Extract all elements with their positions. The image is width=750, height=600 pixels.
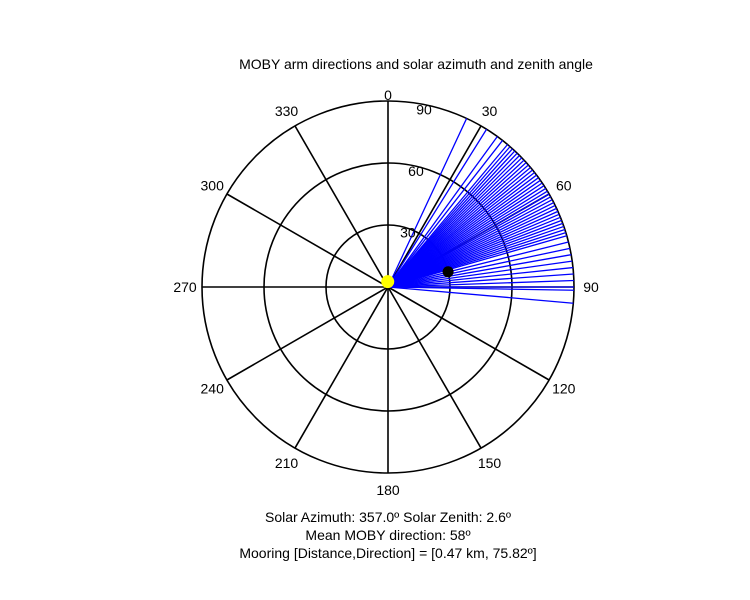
angle-label: 300 — [201, 178, 225, 194]
mooring-marker — [442, 266, 454, 278]
arm-line — [387, 260, 573, 288]
spoke-30 — [387, 125, 482, 288]
spoke-330 — [294, 125, 389, 288]
angle-label: 210 — [275, 455, 299, 471]
arm-line — [387, 266, 574, 288]
angle-label: 180 — [376, 482, 400, 498]
arm-line — [387, 136, 498, 288]
radial-tick-labels: 30 60 90 — [400, 102, 432, 241]
arm-lines — [387, 118, 574, 304]
arm-line — [387, 254, 572, 288]
angle-label: 60 — [556, 178, 572, 194]
spoke-210 — [294, 286, 389, 449]
arm-line — [387, 286, 574, 304]
sun-marker — [381, 275, 395, 289]
arm-line — [387, 128, 488, 288]
arm-line — [387, 247, 571, 288]
angle-label: 150 — [478, 455, 502, 471]
mooring-caption: Mooring [Distance,Direction] = [0.47 km,… — [239, 545, 537, 561]
angle-label: 240 — [201, 381, 225, 397]
angle-label: 30 — [482, 103, 498, 119]
angle-label: 270 — [173, 279, 197, 295]
angle-label: 330 — [275, 103, 299, 119]
arm-line — [387, 140, 504, 288]
arm-line — [387, 279, 574, 288]
polar-grid — [201, 100, 575, 474]
arm-line — [387, 286, 574, 291]
angle-label: 0 — [384, 87, 392, 103]
chart-title: MOBY arm directions and solar azimuth an… — [239, 56, 593, 72]
arm-line — [387, 273, 574, 288]
radial-label: 90 — [416, 102, 432, 118]
arm-line — [387, 241, 569, 288]
markers — [381, 266, 454, 289]
arm-line — [387, 118, 468, 288]
radial-label: 30 — [400, 225, 416, 241]
spoke-300 — [226, 193, 389, 288]
angle-tick-labels: 0 30 60 90 120 150 180 210 240 270 300 330 — [173, 87, 599, 498]
arm-line — [387, 235, 567, 288]
angle-label: 90 — [583, 279, 599, 295]
radial-label: 60 — [408, 163, 424, 179]
mean-direction-caption: Mean MOBY direction: 58º — [305, 527, 471, 543]
angle-label: 120 — [552, 381, 576, 397]
solar-angles-caption: Solar Azimuth: 357.0º Solar Zenith: 2.6º — [264, 509, 512, 525]
spoke-150 — [387, 286, 482, 449]
spoke-120 — [387, 286, 550, 381]
spoke-240 — [226, 286, 389, 381]
